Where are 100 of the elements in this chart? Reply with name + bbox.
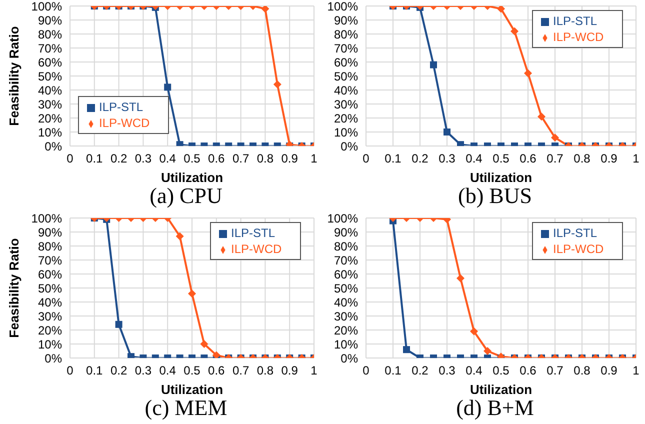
x-tick-label: 0.7 xyxy=(546,152,564,166)
x-tick-label: 0.3 xyxy=(134,152,152,166)
y-tick-label: 0% xyxy=(44,139,62,154)
x-tick-label: 0 xyxy=(362,152,370,166)
x-tick-label: 0.6 xyxy=(520,152,537,166)
y-tick-label: 10% xyxy=(334,337,358,352)
point xyxy=(510,27,518,36)
y-tick-label: 100% xyxy=(31,211,62,226)
x-axis-title: Utilization xyxy=(160,382,224,397)
y-tick-label: 50% xyxy=(334,281,358,296)
y-tick-label: 30% xyxy=(334,309,358,324)
text: (c) MEM xyxy=(144,394,228,422)
point xyxy=(524,69,532,78)
y-tick-label: 100% xyxy=(327,211,358,226)
x-tick-label: 0.8 xyxy=(256,152,274,166)
x-tick-label: 0.1 xyxy=(86,364,104,378)
point xyxy=(200,340,208,348)
point xyxy=(444,128,450,136)
x-tick-label: 0.7 xyxy=(232,152,250,166)
legend-label: ILP-STL xyxy=(99,100,144,114)
y-tick-label: 80% xyxy=(334,239,358,254)
x-tick-label: 0.4 xyxy=(159,152,176,166)
x-tick-label: 0.9 xyxy=(281,152,298,166)
y-tick-label: 0% xyxy=(340,139,358,154)
y-tick-label: 50% xyxy=(334,69,358,84)
x-tick-label: 0 xyxy=(66,364,74,378)
y-tick-label: 10% xyxy=(334,125,358,140)
x-axis-title: Utilization xyxy=(470,382,532,397)
x-tick-label: 0.5 xyxy=(492,364,510,378)
x-tick-label: 0.5 xyxy=(184,364,201,378)
x-tick-label: 0.6 xyxy=(208,152,226,166)
point xyxy=(470,327,478,336)
y-tick-label: 70% xyxy=(334,253,358,268)
y-tick-label: 100% xyxy=(31,0,62,14)
point xyxy=(456,274,464,282)
x-tick-label: 0.4 xyxy=(466,152,483,166)
point xyxy=(497,6,505,13)
point xyxy=(115,320,122,328)
y-tick-label: 60% xyxy=(38,55,62,70)
point xyxy=(538,112,546,121)
legend-label: ILP-STL xyxy=(231,226,276,240)
y-tick-label: 60% xyxy=(38,267,62,282)
y-tick-label: 0% xyxy=(44,351,62,366)
y-tick-label: 10% xyxy=(38,125,62,140)
y-tick-label: 70% xyxy=(38,253,62,268)
x-tick-label: 0 xyxy=(66,152,74,166)
point xyxy=(176,232,184,240)
x-tick-label: 0 xyxy=(362,364,370,378)
y-tick-label: 40% xyxy=(334,83,358,98)
point xyxy=(164,84,172,91)
x-axis-title: Utilization xyxy=(160,170,224,185)
text: (b) BUS xyxy=(457,182,533,210)
x-tick-label: 0.2 xyxy=(110,152,128,166)
y-tick-label: 100% xyxy=(327,0,358,14)
x-tick-label: 0.7 xyxy=(232,364,250,378)
x-tick-label: 0.5 xyxy=(184,152,201,166)
point xyxy=(273,80,282,88)
x-tick-label: 0.2 xyxy=(412,364,429,378)
y-tick-label: 30% xyxy=(334,97,358,112)
x-tick-label: 0.1 xyxy=(384,152,402,166)
y-tick-label: 90% xyxy=(38,13,62,28)
x-tick-label: 0.5 xyxy=(492,152,510,166)
legend-label: ILP-WCD xyxy=(99,116,150,130)
x-tick-label: 0.1 xyxy=(384,364,402,378)
point xyxy=(430,61,437,68)
y-tick-label: 90% xyxy=(334,13,358,28)
x-tick-label: 0.3 xyxy=(438,364,456,378)
x-axis-title: Utilization xyxy=(470,170,532,185)
text: (a) CPU xyxy=(148,182,224,210)
x-tick-label: 0.9 xyxy=(281,364,298,378)
legend-label: ILP-STL xyxy=(553,14,598,28)
y-tick-label: 30% xyxy=(38,97,62,112)
x-tick-label: 0.3 xyxy=(438,152,456,166)
text: (d) B+M xyxy=(455,394,535,422)
x-tick-label: 0.9 xyxy=(600,152,618,166)
y-tick-label: 90% xyxy=(38,225,62,240)
x-tick-label: 0.8 xyxy=(574,364,591,378)
y-tick-label: 80% xyxy=(38,239,62,254)
y-axis-title: Feasibility Ratio xyxy=(6,238,22,338)
y-tick-label: 80% xyxy=(334,27,358,42)
y-tick-label: 80% xyxy=(38,27,62,42)
y-tick-label: 30% xyxy=(38,309,62,324)
x-tick-label: 0.4 xyxy=(466,364,483,378)
point xyxy=(212,351,220,358)
x-tick-label: 0.2 xyxy=(412,152,429,166)
y-tick-label: 10% xyxy=(38,337,62,352)
y-tick-label: 40% xyxy=(38,295,62,310)
y-tick-label: 50% xyxy=(38,69,62,84)
legend-label: ILP-STL xyxy=(553,226,598,240)
point xyxy=(188,290,196,298)
x-tick-label: 1 xyxy=(310,152,318,166)
x-tick-label: 1 xyxy=(632,364,640,378)
y-tick-label: 70% xyxy=(38,41,62,56)
y-tick-label: 50% xyxy=(38,281,62,296)
y-axis-title: Feasibility Ratio xyxy=(6,26,22,126)
x-tick-label: 0.9 xyxy=(600,364,618,378)
x-tick-label: 0.6 xyxy=(208,364,226,378)
x-tick-label: 0.8 xyxy=(574,152,591,166)
x-tick-label: 0.1 xyxy=(86,152,104,166)
legend-label: ILP-WCD xyxy=(231,242,282,256)
